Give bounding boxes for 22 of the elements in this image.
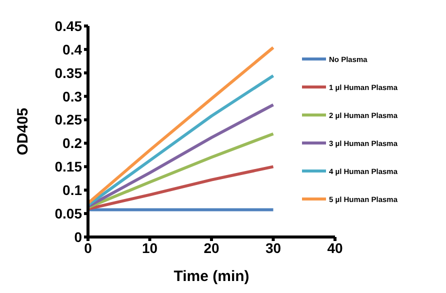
y-tick-label: 0 [74, 228, 82, 245]
line-series [88, 132, 275, 209]
x-axis-title: Time (min) [174, 268, 250, 285]
x-tick-label: 10 [142, 240, 158, 256]
y-tick-label: 0.05 [54, 206, 82, 222]
y-tick-label: 0.4 [62, 41, 82, 58]
y-tick-label: 0.15 [54, 158, 82, 175]
y-tick-label: 0.45 [54, 18, 82, 34]
line-series [88, 165, 275, 210]
y-axis-title: OD405 [14, 108, 32, 156]
x-tick-label: 20 [204, 240, 220, 256]
y-tick-label: 0.1 [62, 182, 82, 198]
y-tick-label: 0.35 [54, 64, 82, 81]
y-tick-label: 0.2 [62, 135, 82, 152]
y-tick-label: 0.25 [54, 112, 82, 128]
line-series [88, 46, 275, 205]
x-tick-label: 0 [84, 240, 92, 256]
x-tick-label: 30 [265, 240, 282, 256]
x-tick-label: 40 [327, 240, 343, 256]
line-series [88, 74, 275, 207]
line-series [88, 103, 275, 208]
y-tick-label: 0.3 [62, 88, 82, 104]
